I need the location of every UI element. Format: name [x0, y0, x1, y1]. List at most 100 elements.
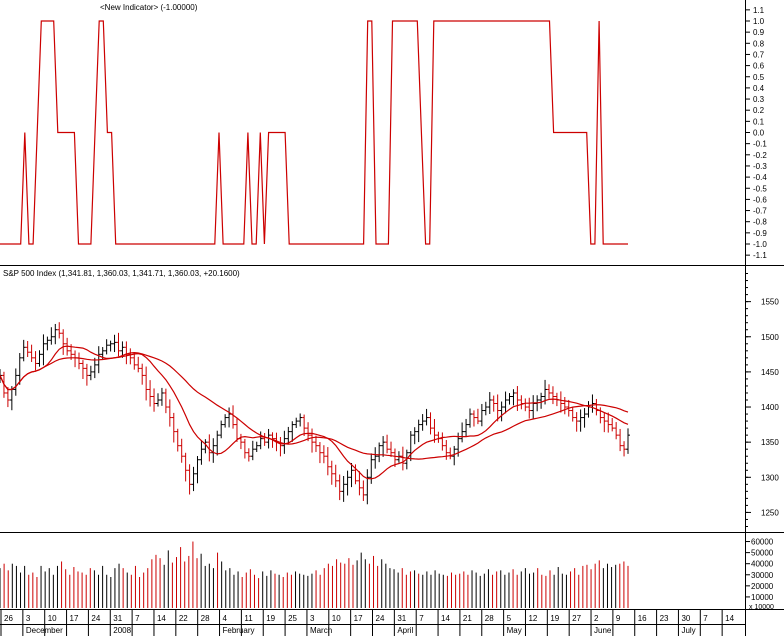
volume-tick-label: 50000 — [751, 549, 774, 558]
indicator-tick-label: -0.6 — [753, 195, 767, 204]
date-label: 28 — [201, 614, 210, 623]
price-bar — [104, 339, 109, 355]
indicator-tick-label: 0.2 — [753, 106, 765, 115]
indicator-tick-label: 1.1 — [753, 6, 765, 15]
date-label: 19 — [550, 614, 559, 623]
price-pane — [0, 266, 745, 532]
price-bar — [357, 471, 362, 496]
price-bar — [163, 388, 168, 414]
indicator-tick-label: 0.7 — [753, 50, 765, 59]
price-bar — [626, 428, 630, 454]
indicator-tick-label: -1.0 — [753, 240, 767, 249]
ma-short-line — [0, 345, 629, 480]
price-bar — [361, 480, 366, 501]
indicator-tick-label: 0.9 — [753, 28, 765, 37]
price-bar — [57, 322, 62, 339]
price-bar — [53, 323, 58, 345]
price-bar — [408, 431, 413, 462]
price-bar — [460, 422, 465, 443]
date-label: 11 — [244, 614, 253, 623]
price-bar — [594, 398, 599, 416]
price-bar — [13, 368, 18, 396]
price-bar — [313, 435, 318, 453]
indicator-tick-label: 1.0 — [753, 17, 765, 26]
volume-pane — [0, 533, 745, 609]
volume-tick-label: 20000 — [751, 582, 774, 591]
price-bar — [574, 412, 579, 432]
date-label: 9 — [616, 614, 621, 623]
indicator-tick-label: -0.4 — [753, 173, 767, 182]
price-bar — [108, 340, 113, 352]
price-bar — [416, 419, 421, 443]
date-label: 27 — [572, 614, 581, 623]
price-bar — [17, 353, 22, 385]
price-bar — [503, 391, 508, 414]
price-bar — [487, 392, 492, 414]
date-label: 14 — [725, 614, 734, 623]
price-bar — [499, 401, 504, 422]
date-label: 24 — [376, 614, 385, 623]
indicator-tick-label: -0.1 — [753, 140, 767, 149]
price-bar — [432, 419, 437, 443]
date-label: 21 — [463, 614, 472, 623]
price-bar — [310, 428, 315, 453]
date-label: 16 — [638, 614, 647, 623]
date-label: 31 — [113, 614, 122, 623]
price-bar — [144, 366, 149, 401]
price-bar — [306, 422, 311, 442]
price-bars — [0, 322, 630, 505]
price-bar — [377, 442, 382, 463]
indicator-tick-label: -0.7 — [753, 207, 767, 216]
indicator-tick-label: 0.8 — [753, 39, 765, 48]
price-bar — [159, 387, 164, 406]
price-bar — [92, 357, 97, 379]
price-bar — [45, 336, 50, 351]
price-bar — [286, 426, 291, 445]
indicator-tick-label: 0.3 — [753, 95, 765, 104]
price-bar — [471, 410, 476, 427]
indicator-tick-label: 0.0 — [753, 129, 765, 138]
price-bar — [262, 433, 267, 446]
indicator-tick-label: -0.3 — [753, 162, 767, 171]
price-bar — [250, 440, 255, 461]
price-bar — [88, 365, 93, 381]
price-bar — [294, 417, 299, 428]
date-label: 26 — [4, 614, 13, 623]
date-label: 3 — [310, 614, 315, 623]
price-bar — [317, 442, 322, 464]
price-bar — [155, 393, 160, 407]
price-bar — [491, 395, 496, 412]
price-y-axis: 1550 1500 1450 1400 1350 1300 1250 — [745, 273, 779, 527]
date-label: 7 — [419, 614, 424, 623]
price-bar — [84, 363, 89, 386]
price-bar — [179, 438, 184, 463]
price-bar — [203, 439, 208, 454]
date-label: 12 — [528, 614, 537, 623]
price-bar — [515, 386, 520, 411]
price-tick-label: 1550 — [761, 298, 779, 307]
price-bar — [148, 380, 153, 407]
price-bar — [385, 434, 390, 454]
price-bar — [468, 408, 473, 428]
date-label: 17 — [70, 614, 79, 623]
price-bar — [290, 421, 295, 442]
month-label: March — [310, 626, 332, 635]
price-bar — [5, 387, 10, 408]
price-bar — [21, 339, 26, 362]
month-label: 2008 — [113, 626, 131, 635]
date-axis: 26 3 10 17 24 31 7 14 22 28 4 11 19 25 3 10 17 24 31 7 14 21 2… — [0, 609, 745, 636]
price-bar — [578, 409, 583, 432]
price-bar — [381, 436, 386, 457]
price-bar — [373, 447, 378, 469]
price-bar — [527, 397, 532, 419]
price-bar — [25, 340, 30, 358]
price-bar — [511, 389, 516, 406]
volume-scale-note: x 10000 — [749, 604, 774, 611]
price-bar — [215, 430, 220, 456]
price-bar — [242, 438, 247, 459]
indicator-tick-label: 0.6 — [753, 62, 765, 71]
price-bar — [550, 386, 555, 405]
date-label: 31 — [397, 614, 406, 623]
price-bar — [207, 434, 212, 462]
